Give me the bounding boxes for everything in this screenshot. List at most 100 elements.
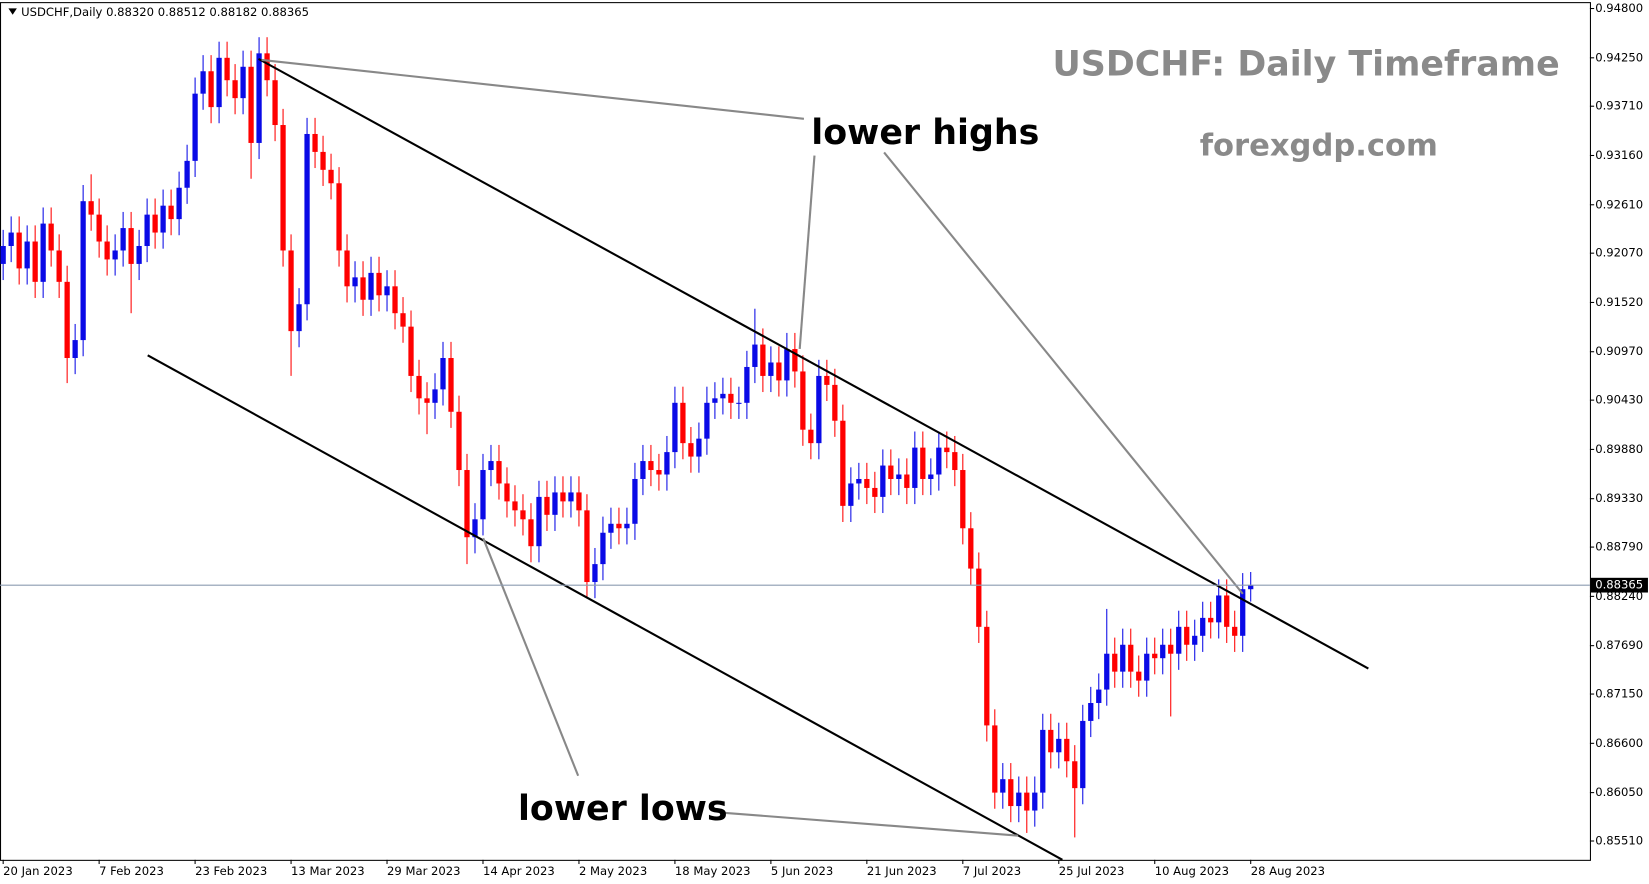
candle-body xyxy=(840,420,846,506)
candle-body xyxy=(624,523,630,529)
candle-body xyxy=(504,483,510,502)
candle-body xyxy=(952,452,958,471)
candle-body xyxy=(1192,635,1198,645)
candle-body xyxy=(808,429,814,444)
candle-body xyxy=(1016,792,1022,807)
candle-body xyxy=(880,465,886,497)
candle-body xyxy=(72,340,78,359)
candle-body xyxy=(0,245,6,264)
header-arrow xyxy=(8,8,17,15)
candle-body xyxy=(184,160,190,188)
candle-body xyxy=(616,523,622,529)
pointer-line xyxy=(720,811,1019,837)
candle-body xyxy=(1152,653,1158,659)
candle-body xyxy=(1008,779,1014,807)
y-tick-label: 0.89880 xyxy=(1595,442,1643,456)
candle-body xyxy=(120,228,126,251)
candle-body xyxy=(64,281,70,359)
candle-body xyxy=(768,362,774,376)
candle-body xyxy=(1112,653,1118,672)
candle-body xyxy=(968,528,974,569)
candle-body xyxy=(248,66,254,143)
candle-body xyxy=(56,250,62,282)
candle-body xyxy=(432,389,438,403)
x-tick-label: 23 Feb 2023 xyxy=(195,864,267,878)
candle-body xyxy=(136,245,142,264)
candle-body xyxy=(728,393,734,403)
candle-body xyxy=(776,362,782,381)
x-tick-label: 14 Apr 2023 xyxy=(483,864,555,878)
candle-body xyxy=(40,223,46,282)
candle-body xyxy=(744,366,750,403)
candle-body xyxy=(872,487,878,497)
candle-body xyxy=(1096,689,1102,704)
candle-body xyxy=(1064,738,1070,762)
candle-body xyxy=(752,344,758,367)
y-tick-label: 0.86600 xyxy=(1595,736,1643,750)
candle-body xyxy=(88,201,94,215)
candle-body xyxy=(864,478,870,488)
candle-body xyxy=(1024,792,1030,811)
price-label: 0.88365 xyxy=(1595,578,1643,592)
candle-body xyxy=(976,568,982,627)
x-tick-label: 29 Mar 2023 xyxy=(387,864,461,878)
candle-body xyxy=(608,523,614,533)
candle-body xyxy=(536,496,542,547)
candle-body xyxy=(344,250,350,287)
candle-body xyxy=(832,384,838,421)
candle-body xyxy=(656,470,662,475)
candle-body xyxy=(704,402,710,439)
candle-body xyxy=(400,313,406,327)
candle-body xyxy=(376,272,382,296)
candle-body xyxy=(416,375,422,399)
candle-body xyxy=(464,470,470,538)
candle-body xyxy=(104,241,110,260)
candle-body xyxy=(216,57,222,108)
chart-subtitle: forexgdp.com xyxy=(1200,129,1438,164)
candle-body xyxy=(48,223,54,251)
candle-body xyxy=(144,214,150,246)
candle-body xyxy=(1000,779,1006,793)
candle-body xyxy=(592,564,598,583)
annotation-pointers xyxy=(261,58,1244,837)
candle-body xyxy=(328,169,334,184)
candle-body xyxy=(448,358,454,412)
candle-body xyxy=(480,470,486,520)
candle-body xyxy=(1120,644,1126,672)
candle-body xyxy=(1072,761,1078,789)
pointer-line xyxy=(883,151,1244,595)
candle-body xyxy=(920,447,926,479)
candle-body xyxy=(1104,653,1110,690)
candle-body xyxy=(1240,589,1246,636)
candle-body xyxy=(1160,644,1166,659)
x-tick-label: 2 May 2023 xyxy=(579,864,647,878)
candle-body xyxy=(320,151,326,170)
candle-body xyxy=(784,349,790,381)
candle-body xyxy=(1088,703,1094,721)
candle-body xyxy=(288,250,294,332)
candles xyxy=(0,37,1254,838)
candle-body xyxy=(152,214,158,233)
candle-body xyxy=(392,286,398,314)
candle-body xyxy=(848,483,854,506)
candle-body xyxy=(560,492,566,502)
candle-body xyxy=(1176,626,1182,654)
y-tick-label: 0.92610 xyxy=(1595,197,1643,211)
pointer-line xyxy=(261,58,805,120)
annotation: lower highs xyxy=(811,113,1039,153)
candle-body xyxy=(456,411,462,471)
x-tick-label: 18 May 2023 xyxy=(675,864,751,878)
plot-frame xyxy=(0,2,1591,861)
candle-body xyxy=(800,371,806,430)
y-tick-label: 0.94800 xyxy=(1595,1,1643,15)
candle-body xyxy=(384,286,390,296)
candle-body xyxy=(552,492,558,515)
x-tick-label: 21 Jun 2023 xyxy=(867,864,937,878)
candle-body xyxy=(960,470,966,529)
candle-body xyxy=(208,71,214,108)
candle-body xyxy=(224,57,230,81)
candle-body xyxy=(1048,729,1054,753)
candle-body xyxy=(792,349,798,372)
